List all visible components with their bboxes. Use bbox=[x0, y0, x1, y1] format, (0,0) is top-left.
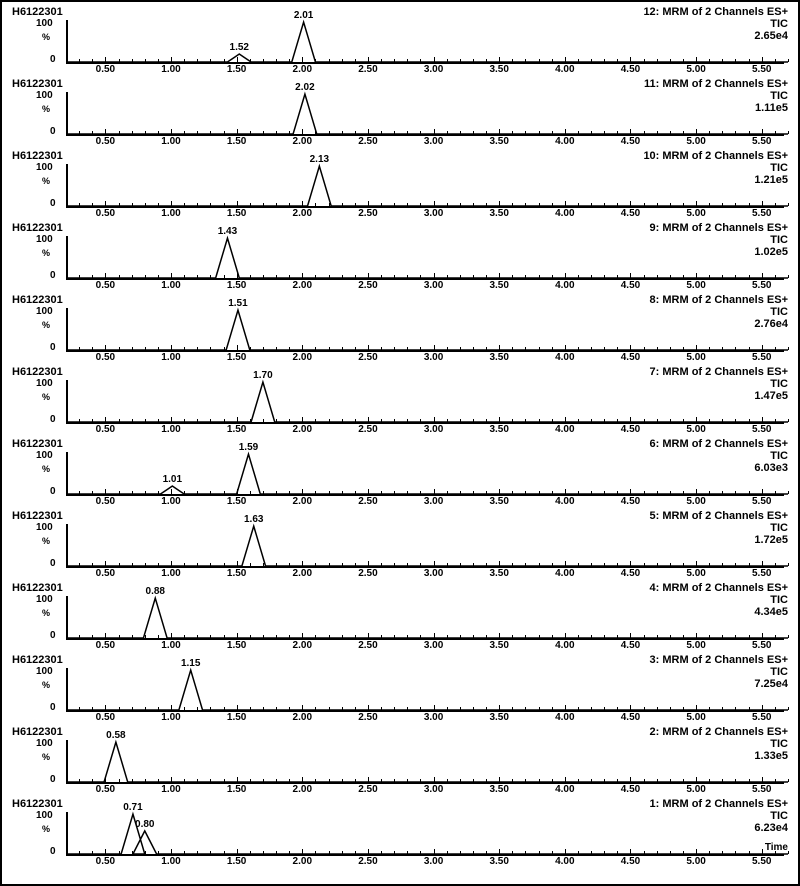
chromatogram-panel: H61223011: MRM of 2 Channels ES+TIC6.23e… bbox=[6, 798, 794, 870]
chromatogram-trace bbox=[66, 310, 788, 350]
peak-rt-label: 1.51 bbox=[228, 298, 247, 309]
chromatogram-panel: H612230110: MRM of 2 Channels ES+TIC1.21… bbox=[6, 150, 794, 222]
chromatogram-trace bbox=[66, 670, 788, 710]
trace-svg bbox=[6, 78, 794, 150]
trace-svg bbox=[6, 366, 794, 438]
chromatogram-trace bbox=[66, 526, 788, 566]
chromatogram-panel: H61223014: MRM of 2 Channels ES+TIC4.34e… bbox=[6, 582, 794, 654]
trace-svg bbox=[6, 510, 794, 582]
chromatogram-trace bbox=[66, 382, 788, 422]
chromatogram-container: H612230112: MRM of 2 Channels ES+TIC2.65… bbox=[0, 0, 800, 886]
peak-rt-label: 1.43 bbox=[218, 226, 237, 237]
peak-rt-label: 1.70 bbox=[253, 370, 272, 381]
chromatogram-panel: H61223016: MRM of 2 Channels ES+TIC6.03e… bbox=[6, 438, 794, 510]
chromatogram-trace bbox=[66, 238, 788, 278]
time-axis-label: Time bbox=[765, 842, 788, 853]
trace-svg bbox=[6, 294, 794, 366]
chromatogram-trace bbox=[66, 814, 788, 854]
peak-rt-label: 2.02 bbox=[295, 82, 314, 93]
peak-rt-label: 2.13 bbox=[310, 154, 329, 165]
peak-rt-label: 2.01 bbox=[294, 10, 313, 21]
chromatogram-panel: H61223012: MRM of 2 Channels ES+TIC1.33e… bbox=[6, 726, 794, 798]
trace-svg bbox=[6, 654, 794, 726]
peak-rt-label: 0.88 bbox=[146, 586, 165, 597]
peak-rt-label: 1.01 bbox=[163, 474, 182, 485]
trace-svg bbox=[6, 150, 794, 222]
trace-svg bbox=[6, 582, 794, 654]
chromatogram-trace bbox=[66, 22, 788, 62]
peak-rt-label: 1.52 bbox=[230, 42, 249, 53]
chromatogram-panel: H61223013: MRM of 2 Channels ES+TIC7.25e… bbox=[6, 654, 794, 726]
chromatogram-trace bbox=[66, 166, 788, 206]
trace-svg bbox=[6, 6, 794, 78]
peak-rt-label: 1.59 bbox=[239, 442, 258, 453]
chromatogram-panel: H61223017: MRM of 2 Channels ES+TIC1.47e… bbox=[6, 366, 794, 438]
peak-rt-label: 1.63 bbox=[244, 514, 263, 525]
chromatogram-panel: H612230111: MRM of 2 Channels ES+TIC1.11… bbox=[6, 78, 794, 150]
peak-rt-label: 0.58 bbox=[106, 730, 125, 741]
chromatogram-panel: H61223015: MRM of 2 Channels ES+TIC1.72e… bbox=[6, 510, 794, 582]
chromatogram-trace bbox=[66, 742, 788, 782]
peak-rt-label: 0.71 bbox=[123, 802, 142, 813]
chromatogram-panel: H612230112: MRM of 2 Channels ES+TIC2.65… bbox=[6, 6, 794, 78]
chromatogram-panel: H61223019: MRM of 2 Channels ES+TIC1.02e… bbox=[6, 222, 794, 294]
trace-svg bbox=[6, 438, 794, 510]
chromatogram-trace bbox=[66, 598, 788, 638]
peak-rt-label: 0.80 bbox=[135, 819, 154, 830]
chromatogram-trace bbox=[66, 94, 788, 134]
trace-svg bbox=[6, 222, 794, 294]
chromatogram-panel: H61223018: MRM of 2 Channels ES+TIC2.76e… bbox=[6, 294, 794, 366]
peak-rt-label: 1.15 bbox=[181, 658, 200, 669]
